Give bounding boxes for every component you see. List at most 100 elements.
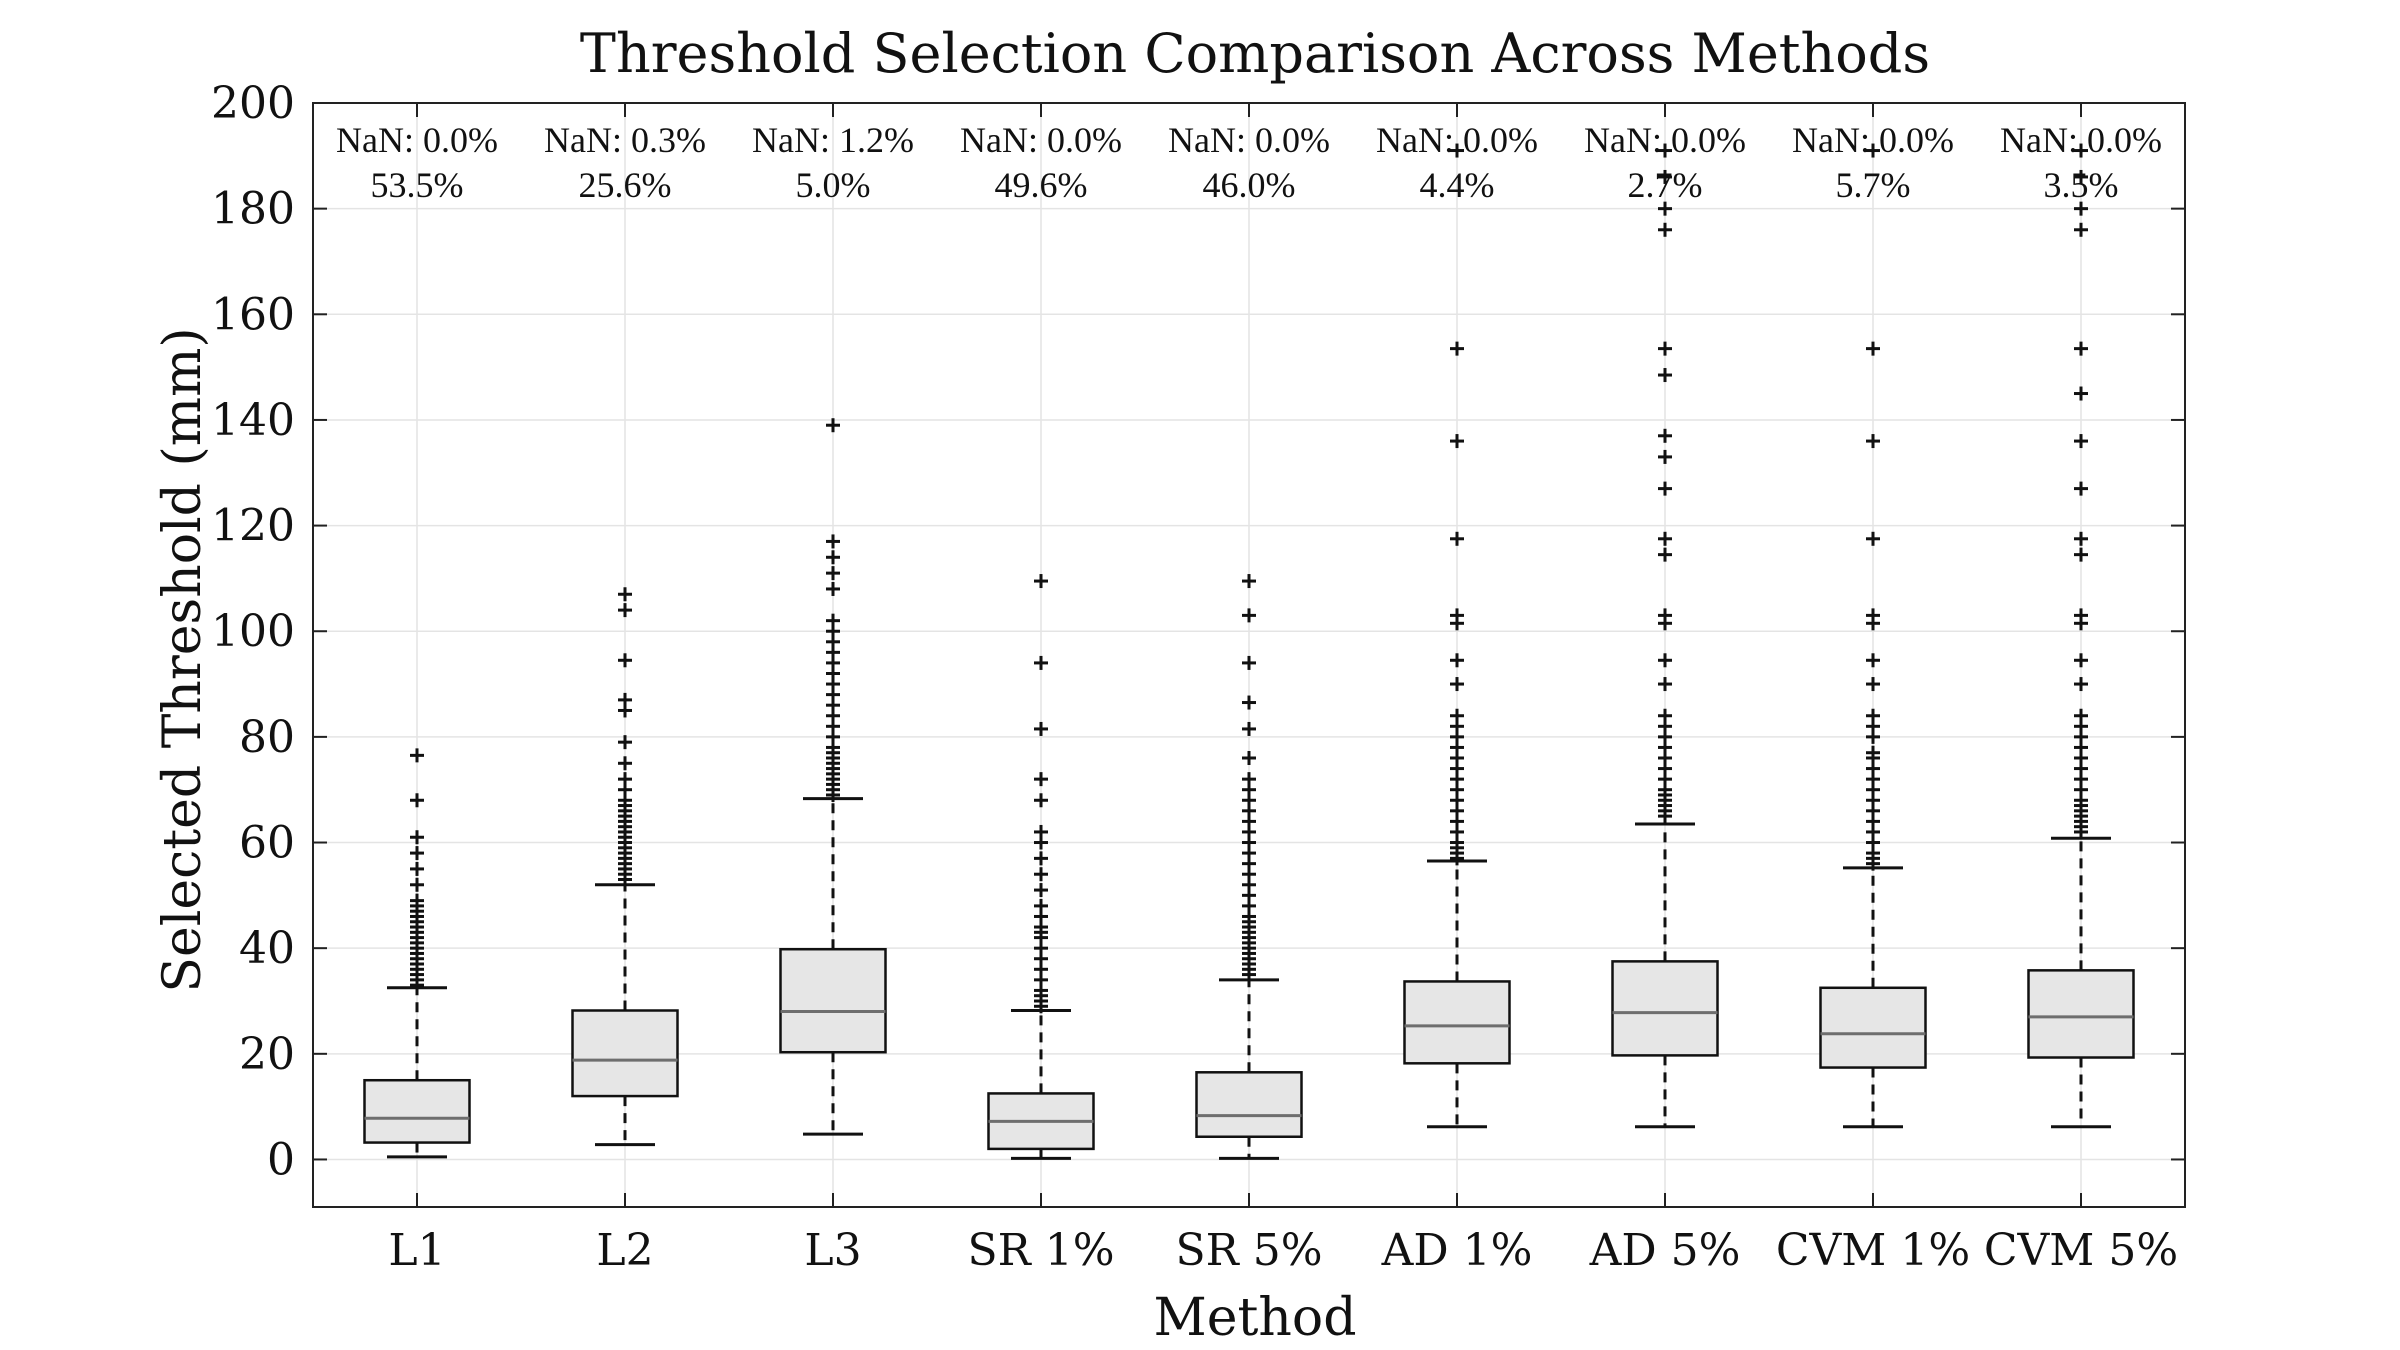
- outlier-marker: [2074, 341, 2088, 356]
- x-tick-label: AD 1%: [1381, 1225, 1533, 1276]
- outlier-marker: [1242, 574, 1256, 589]
- outlier-marker: [2074, 143, 2088, 158]
- outlier-marker: [2074, 386, 2088, 401]
- iqr-box: [571, 1009, 679, 1098]
- outlier-marker: [1450, 341, 1464, 356]
- x-tick-label: SR 5%: [1175, 1225, 1322, 1276]
- y-tick-label: 180: [211, 184, 295, 235]
- outlier-marker: [1242, 772, 1256, 787]
- nan-annotation: NaN: 1.2%: [752, 120, 914, 160]
- outlier-marker: [618, 653, 632, 668]
- outlier-marker: [618, 756, 632, 771]
- outlier-layer: [410, 143, 2088, 1014]
- outlier-marker: [1658, 449, 1672, 464]
- outlier-marker: [1658, 653, 1672, 668]
- outlier-marker: [1450, 143, 1464, 158]
- percent-annotation: 25.6%: [579, 165, 672, 205]
- outlier-marker: [826, 418, 840, 433]
- outlier-marker: [410, 846, 424, 861]
- outlier-marker: [826, 534, 840, 549]
- outlier-marker: [1866, 434, 1880, 449]
- percent-annotation: 5.0%: [796, 165, 871, 205]
- percent-annotation: 4.4%: [1420, 165, 1495, 205]
- outlier-marker: [1450, 608, 1464, 623]
- outlier-marker: [410, 830, 424, 845]
- outlier-marker: [1034, 851, 1048, 866]
- iqr-box: [363, 1078, 471, 1144]
- outlier-marker: [826, 613, 840, 628]
- x-tick-label: L2: [596, 1225, 653, 1276]
- outlier-marker: [1034, 721, 1048, 736]
- iqr-box: [1195, 1071, 1303, 1138]
- outlier-marker: [2074, 677, 2088, 692]
- outlier-marker: [1242, 608, 1256, 623]
- outlier-marker: [1658, 201, 1672, 216]
- outlier-marker: [1450, 677, 1464, 692]
- outlier-marker: [1658, 341, 1672, 356]
- percent-annotation: 53.5%: [371, 165, 464, 205]
- outlier-marker: [1866, 143, 1880, 158]
- outlier-marker: [410, 793, 424, 808]
- x-tick-label: SR 1%: [967, 1225, 1114, 1276]
- outlier-marker: [1866, 341, 1880, 356]
- outlier-marker: [1866, 708, 1880, 723]
- outlier-marker: [1658, 222, 1672, 237]
- outlier-marker: [1242, 751, 1256, 766]
- outlier-marker: [1658, 708, 1672, 723]
- y-tick-label: 80: [239, 712, 295, 763]
- outlier-marker: [2074, 201, 2088, 216]
- outlier-marker: [1658, 143, 1672, 158]
- iqr-box: [2027, 969, 2135, 1059]
- outlier-marker: [1658, 368, 1672, 383]
- outlier-marker: [410, 893, 424, 908]
- outlier-marker: [826, 581, 840, 596]
- outlier-marker: [618, 735, 632, 750]
- percent-annotation: 46.0%: [1203, 165, 1296, 205]
- nan-annotation: NaN: 0.0%: [1376, 120, 1538, 160]
- iqr-box: [1611, 960, 1719, 1057]
- nan-annotation: NaN: 0.0%: [1792, 120, 1954, 160]
- outlier-marker: [1034, 824, 1048, 839]
- outlier-marker: [2074, 653, 2088, 668]
- outlier-marker: [618, 772, 632, 787]
- outlier-marker: [826, 550, 840, 565]
- outlier-marker: [1242, 655, 1256, 670]
- y-tick-label: 20: [239, 1029, 295, 1080]
- outlier-marker: [1242, 695, 1256, 710]
- percent-annotation: 3.5%: [2044, 165, 2119, 205]
- outlier-marker: [410, 748, 424, 763]
- y-tick-label: 140: [211, 395, 295, 446]
- outlier-marker: [2074, 708, 2088, 723]
- outlier-marker: [1034, 655, 1048, 670]
- y-tick-label: 0: [267, 1134, 295, 1185]
- outlier-marker: [1658, 428, 1672, 443]
- annotation-layer: NaN: 0.0% 53.5% NaN: 0.3% 25.6% NaN: 1.2% 5.0…: [336, 120, 2162, 205]
- x-tick-label: CVM 5%: [1984, 1225, 2178, 1276]
- nan-annotation: NaN: 0.0%: [2000, 120, 2162, 160]
- outlier-marker: [618, 587, 632, 602]
- nan-annotation: NaN: 0.0%: [336, 120, 498, 160]
- y-tick-label: 200: [211, 78, 295, 129]
- y-tick-label: 60: [239, 818, 295, 869]
- nan-annotation: NaN: 0.0%: [1168, 120, 1330, 160]
- outlier-marker: [1866, 677, 1880, 692]
- outlier-marker: [1034, 898, 1048, 913]
- chart-title: Threshold Selection Comparison Across Me…: [580, 22, 1930, 85]
- iqr-box: [1403, 980, 1511, 1065]
- outlier-marker: [1450, 531, 1464, 546]
- box-layer: [363, 797, 2135, 1160]
- x-axis-label: Method: [1154, 1288, 1357, 1348]
- y-tick-label: 100: [211, 606, 295, 657]
- percent-annotation: 5.7%: [1836, 165, 1911, 205]
- percent-annotation: 49.6%: [995, 165, 1088, 205]
- outlier-marker: [1658, 481, 1672, 496]
- outlier-marker: [410, 877, 424, 892]
- outlier-marker: [1658, 531, 1672, 546]
- nan-annotation: NaN: 0.0%: [1584, 120, 1746, 160]
- nan-annotation: NaN: 0.3%: [544, 120, 706, 160]
- iqr-box: [779, 947, 887, 1054]
- x-tick-label: CVM 1%: [1776, 1225, 1970, 1276]
- outlier-marker: [1034, 772, 1048, 787]
